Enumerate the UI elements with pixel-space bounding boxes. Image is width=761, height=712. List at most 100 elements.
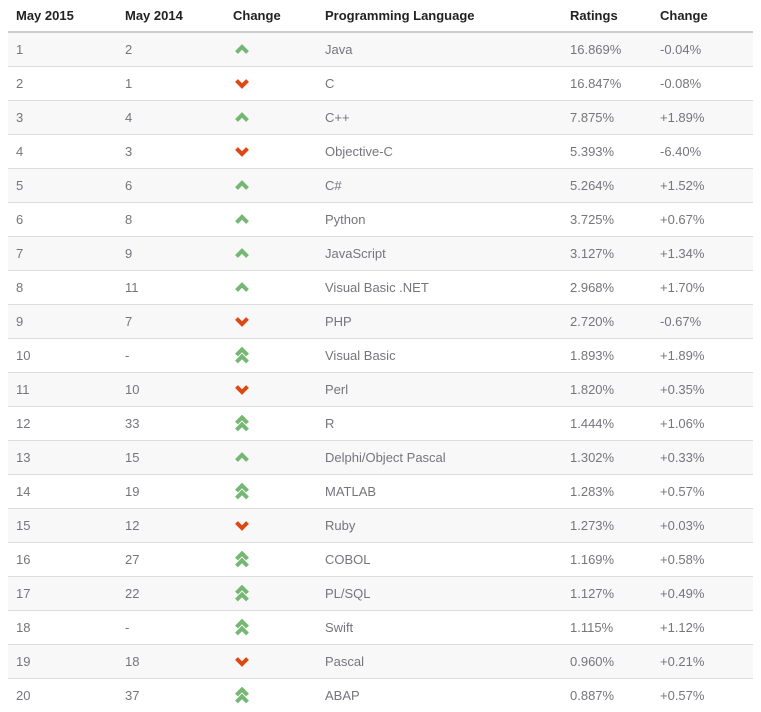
table-row: 9 7 PHP 2.720% -0.67% [8, 305, 753, 339]
language-name: Visual Basic .NET [325, 280, 429, 295]
rank-2014-value: 22 [125, 586, 140, 601]
ratings-value: 1.893% [570, 348, 615, 363]
ratings-value: 16.869% [570, 42, 622, 57]
change-percent-value: +1.06% [660, 416, 705, 431]
chevron-up-icon [234, 452, 250, 463]
double-chevron-up-icon [234, 414, 250, 433]
ratings-value: 7.875% [570, 110, 615, 125]
change-arrow-cell [225, 146, 317, 157]
rank-2015-value: 6 [16, 212, 24, 227]
language-name: ABAP [325, 688, 360, 703]
header-may-2015: May 2015 [16, 8, 74, 23]
ratings-value: 0.887% [570, 688, 615, 703]
change-percent-value: +0.57% [660, 484, 705, 499]
rank-2015-value: 8 [16, 280, 24, 295]
rank-2015-value: 2 [16, 76, 24, 91]
rank-2015-value: 4 [16, 144, 24, 159]
rank-2014-value: 12 [125, 518, 140, 533]
rank-2014-value: 1 [125, 76, 133, 91]
chevron-down-icon [234, 384, 250, 395]
language-name: R [325, 416, 335, 431]
table-row: 18 - Swift 1.115% +1.12% [8, 611, 753, 645]
double-chevron-up-icon [234, 584, 250, 603]
rank-2014-value: 8 [125, 212, 133, 227]
rank-2015-value: 5 [16, 178, 24, 193]
rank-2014-value: 4 [125, 110, 133, 125]
rank-2015-value: 3 [16, 110, 24, 125]
change-arrow-cell [225, 414, 317, 433]
rank-2014-value: 11 [125, 280, 139, 295]
change-percent-value: -0.67% [660, 314, 702, 329]
rank-2015-value: 10 [16, 348, 31, 363]
change-arrow-cell [225, 316, 317, 327]
ratings-value: 5.264% [570, 178, 615, 193]
language-name: C [325, 76, 335, 91]
rank-2014-value: 33 [125, 416, 140, 431]
rank-2014-value: 15 [125, 450, 140, 465]
rank-2014-value: - [125, 620, 130, 635]
change-percent-value: +1.89% [660, 110, 705, 125]
table-row: 20 37 ABAP 0.887% +0.57% [8, 679, 753, 712]
ratings-value: 1.444% [570, 416, 615, 431]
double-chevron-up-icon [234, 686, 250, 705]
language-name: PL/SQL [325, 586, 371, 601]
language-name: Visual Basic [325, 348, 396, 363]
chevron-down-icon [234, 316, 250, 327]
rank-2014-value: 27 [125, 552, 140, 567]
table-row: 12 33 R 1.444% +1.06% [8, 407, 753, 441]
chevron-up-icon [234, 112, 250, 123]
change-arrow-cell [225, 550, 317, 569]
change-percent-value: +0.57% [660, 688, 705, 703]
table-row: 19 18 Pascal 0.960% +0.21% [8, 645, 753, 679]
rank-2015-value: 16 [16, 552, 31, 567]
ratings-value: 1.115% [570, 620, 614, 635]
change-percent-value: +0.49% [660, 586, 705, 601]
double-chevron-up-icon [234, 482, 250, 501]
chevron-up-icon [234, 282, 250, 293]
table-row: 16 27 COBOL 1.169% +0.58% [8, 543, 753, 577]
rank-2015-value: 12 [16, 416, 31, 431]
rank-2015-value: 14 [16, 484, 31, 499]
change-percent-value: +0.33% [660, 450, 705, 465]
chevron-down-icon [234, 520, 250, 531]
language-name: Java [325, 42, 353, 57]
table-row: 8 11 Visual Basic .NET 2.968% +1.70% [8, 271, 753, 305]
rank-2014-value: 19 [125, 484, 140, 499]
change-arrow-cell [225, 180, 317, 191]
change-arrow-cell [225, 346, 317, 365]
header-ratings: Ratings [570, 8, 618, 23]
table-row: 2 1 C 16.847% -0.08% [8, 67, 753, 101]
header-change-pct: Change [660, 8, 708, 23]
change-arrow-cell [225, 686, 317, 705]
language-name: MATLAB [325, 484, 377, 499]
rank-2014-value: 10 [125, 382, 140, 397]
rank-2014-value: 2 [125, 42, 133, 57]
ratings-value: 2.720% [570, 314, 615, 329]
change-arrow-cell [225, 452, 317, 463]
change-arrow-cell [225, 282, 317, 293]
rank-2014-value: 6 [125, 178, 133, 193]
table-header-row: May 2015 May 2014 Change Programming Lan… [8, 0, 753, 33]
chevron-up-icon [234, 44, 250, 55]
ratings-value: 1.302% [570, 450, 615, 465]
change-percent-value: +1.70% [660, 280, 705, 295]
rank-2015-value: 13 [16, 450, 31, 465]
chevron-down-icon [234, 146, 250, 157]
ratings-value: 1.169% [570, 552, 615, 567]
change-arrow-cell [225, 78, 317, 89]
ratings-value: 1.273% [570, 518, 615, 533]
rank-2014-value: 7 [125, 314, 133, 329]
rank-2015-value: 1 [16, 42, 24, 57]
rank-2015-value: 15 [16, 518, 31, 533]
rank-2014-value: 37 [125, 688, 140, 703]
change-percent-value: -0.04% [660, 42, 702, 57]
rank-2014-value: - [125, 348, 130, 363]
change-arrow-cell [225, 44, 317, 55]
rank-2015-value: 18 [16, 620, 31, 635]
language-name: Delphi/Object Pascal [325, 450, 446, 465]
change-percent-value: -0.08% [660, 76, 702, 91]
change-arrow-cell [225, 248, 317, 259]
table-row: 14 19 MATLAB 1.283% +0.57% [8, 475, 753, 509]
change-percent-value: +1.89% [660, 348, 705, 363]
change-percent-value: +0.21% [660, 654, 705, 669]
